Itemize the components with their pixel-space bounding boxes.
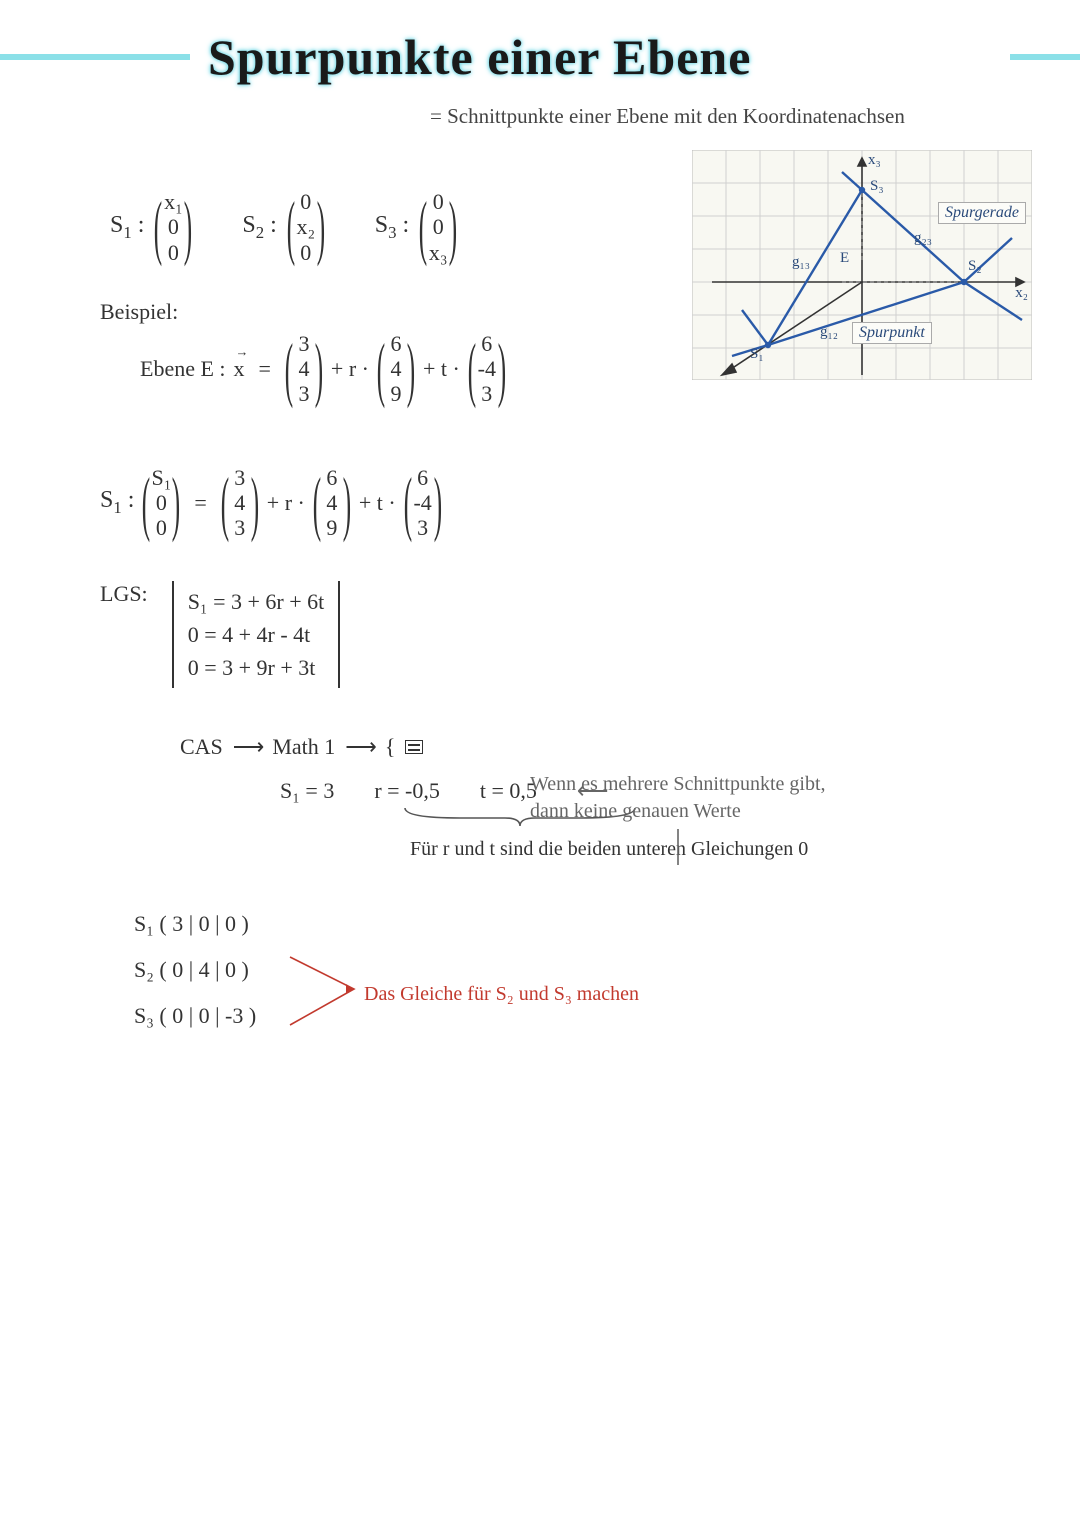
lgs-block: LGS: S₁ = 3 + 6r + 6t 0 = 4 + 4r - 4t 0 …	[100, 581, 1010, 688]
lgs-row-1: S₁ = 3 + 6r + 6t	[188, 585, 325, 618]
lgs-row-2: 0 = 4 + 4r - 4t	[188, 618, 325, 651]
beispiel-label: Beispiel:	[100, 299, 1010, 325]
result-S1: S₁ ( 3 | 0 | 0 )	[134, 901, 1010, 947]
brace-text: {	[385, 734, 396, 760]
cas-line: CAS ⟶ Math 1 ⟶ {	[180, 734, 1010, 760]
connector-line	[650, 829, 690, 879]
content: S1 : ( x₁ 0 0 ) S2 : ( 0 x₂ 0 ) S3 :	[0, 129, 1080, 1039]
results-list: S₁ ( 3 | 0 | 0 ) S₂ ( 0 | 4 | 0 ) S₃ ( 0…	[134, 901, 1010, 1040]
lgs-equations: S₁ = 3 + 6r + 6t 0 = 4 + 4r - 4t 0 = 3 +…	[172, 581, 341, 688]
s1-label: S1 :	[110, 212, 144, 243]
s3-vector: ( 0 0 x₃ )	[419, 189, 457, 265]
s2-label: S2 :	[242, 212, 276, 243]
title-row: Spurpunkte einer Ebene	[0, 0, 1080, 86]
x-vector-sym: x	[234, 356, 245, 382]
s3-label: S3 :	[375, 212, 409, 243]
result-t: t = 0,5	[480, 778, 537, 804]
note-line-1: Wenn es mehrere Schnittpunkte gibt,	[530, 771, 826, 798]
s1-equation: S1 : ( S₁ 0 0 ) = ( 3 4 3 ) + r · ( 6 4 …	[100, 465, 1010, 541]
caption: Für r und t sind die beiden unteren Glei…	[410, 838, 1010, 861]
rule-right	[1010, 54, 1080, 60]
result-s1: S₁ = 3	[280, 778, 334, 804]
page-title: Spurpunkte einer Ebene	[208, 28, 751, 86]
lgs-row-3: 0 = 3 + 9r + 3t	[188, 651, 325, 684]
red-note: Das Gleiche für S₂ und S₃ machen	[364, 973, 639, 1015]
s2-vector: ( 0 x₂ 0 )	[287, 189, 325, 265]
note-line-2: dann keine genauen Werte	[530, 798, 826, 825]
plane-equation: Ebene E : x = ( 3 4 3 ) + r · ( 6 4 9 ) …	[140, 331, 1010, 407]
rule-left	[0, 54, 190, 60]
menu-icon	[405, 740, 423, 754]
arrow-icon: ⟶	[345, 734, 375, 760]
arrow-icon: ⟶	[233, 734, 263, 760]
math1-text: Math 1	[272, 734, 335, 760]
general-points-row: S1 : ( x₁ 0 0 ) S2 : ( 0 x₂ 0 ) S3 :	[110, 189, 1010, 265]
plane-prefix: Ebene E :	[140, 356, 226, 382]
cas-text: CAS	[180, 734, 223, 760]
result-r: r = -0,5	[374, 778, 440, 804]
s1-vector: ( x₁ 0 0 )	[154, 189, 192, 265]
note-block: Wenn es mehrere Schnittpunkte gibt, dann…	[530, 771, 826, 825]
lgs-label: LGS:	[100, 581, 148, 607]
subtitle: = Schnittpunkte einer Ebene mit den Koor…	[430, 104, 1080, 129]
